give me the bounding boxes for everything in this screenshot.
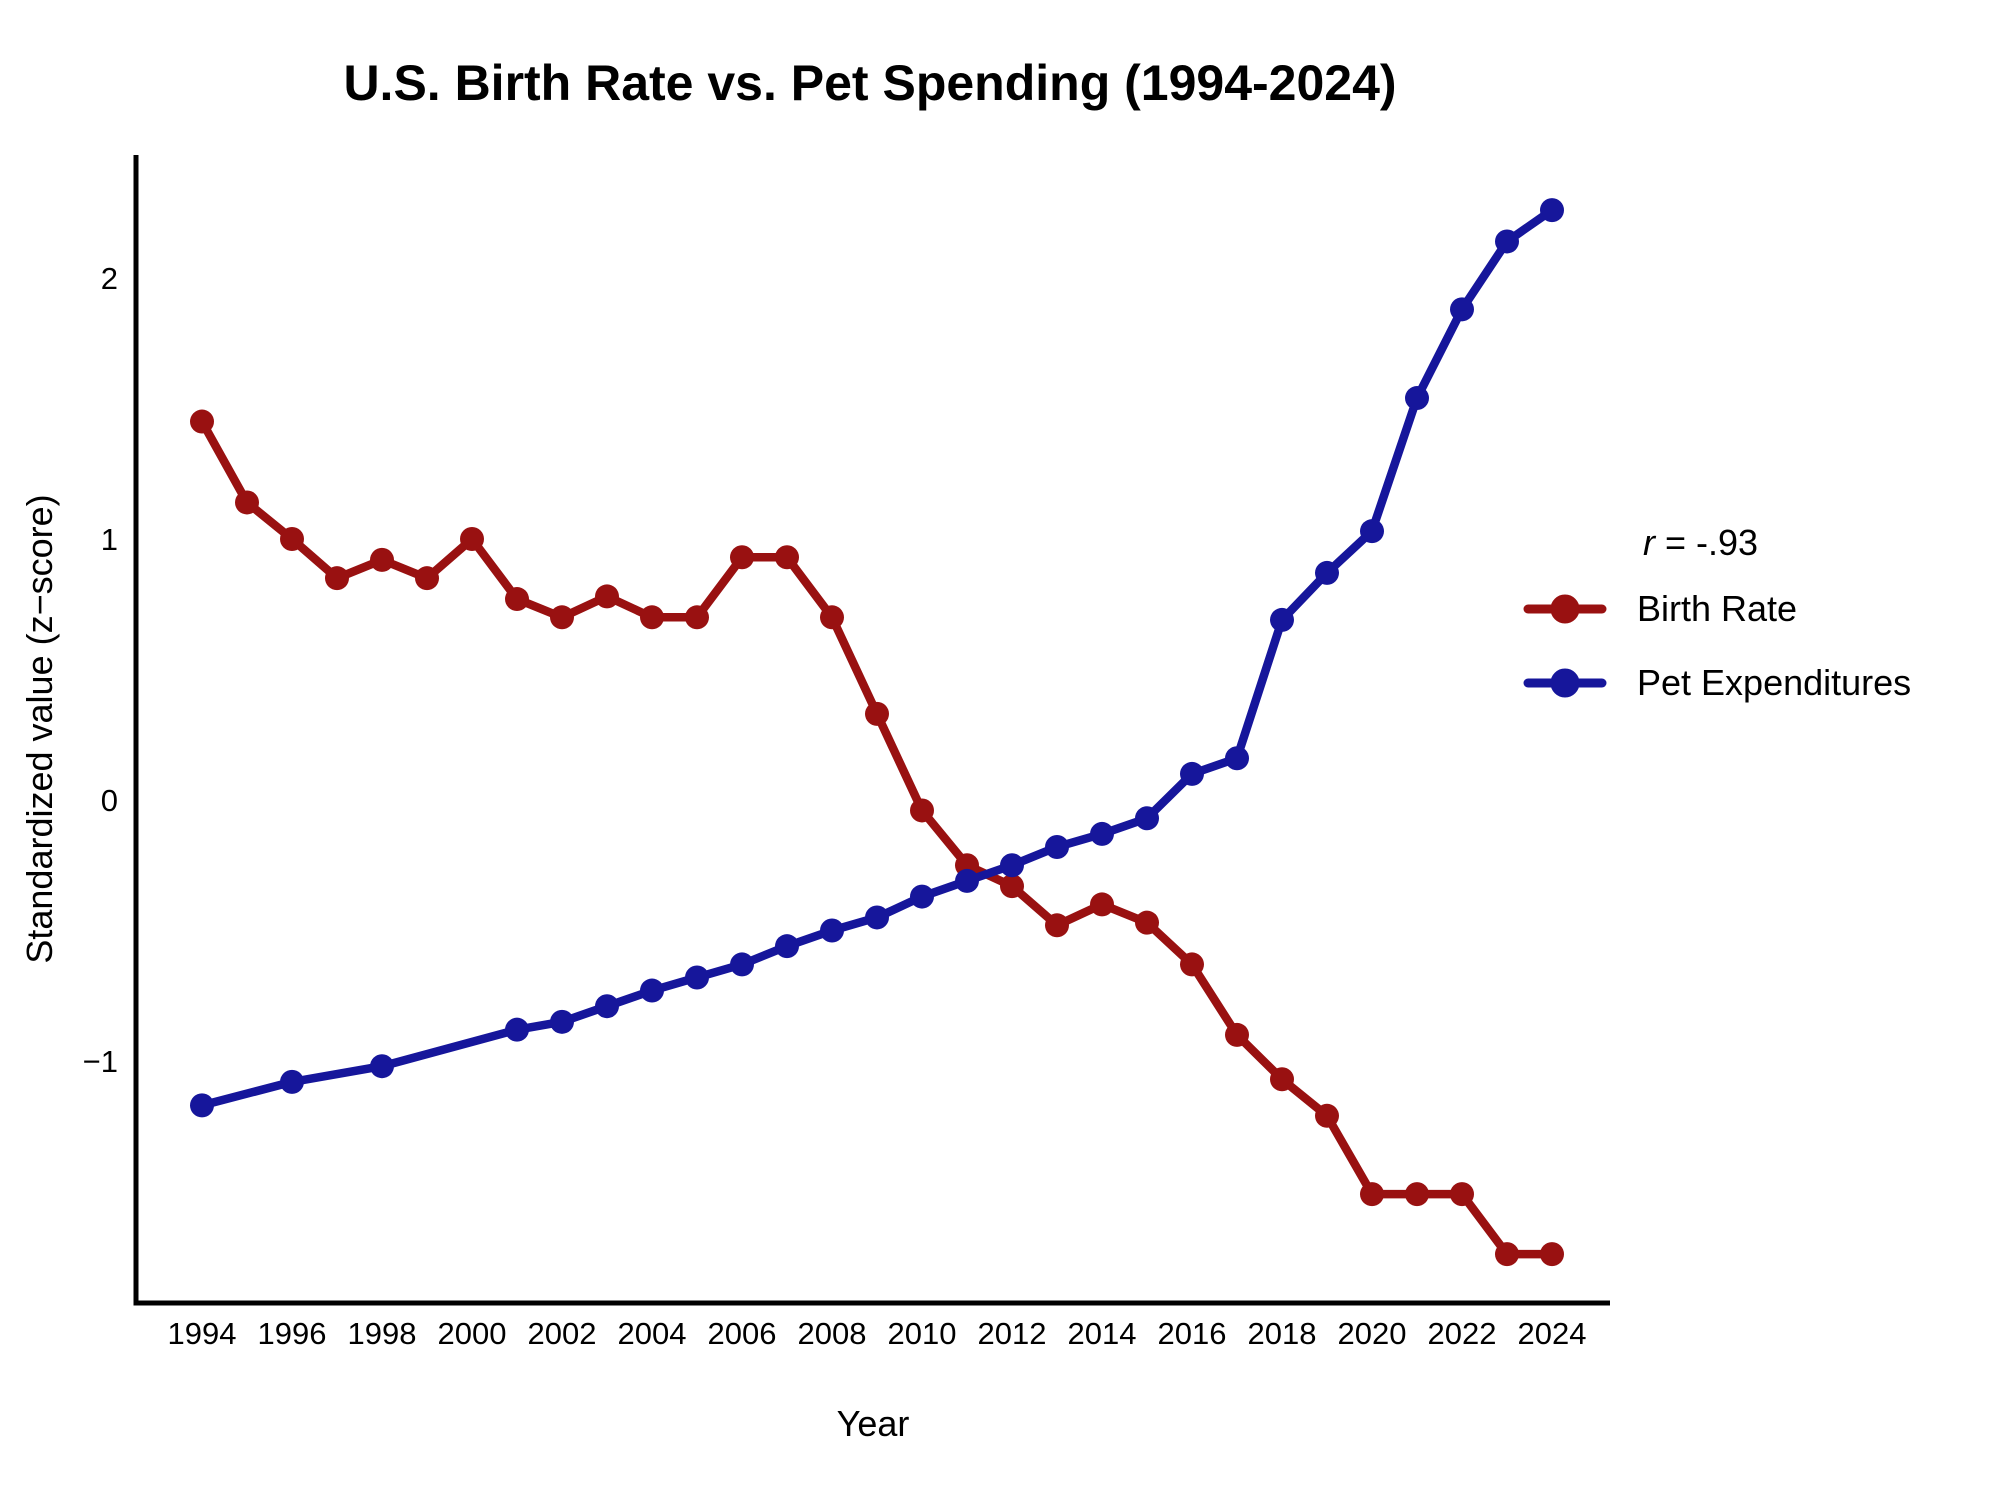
data-point (1135, 910, 1159, 935)
data-point (1225, 746, 1249, 771)
data-point (190, 409, 214, 434)
data-point (730, 952, 754, 977)
x-axis-tick-labels: 1994 1996 1998 2000 2002 2004 2006 2008 2010 2012… (168, 1316, 1587, 1351)
y-tick-label: 1 (101, 522, 118, 557)
data-point (775, 545, 799, 570)
x-tick-label: 2022 (1428, 1316, 1497, 1351)
data-point (280, 527, 304, 551)
x-tick-label: 1994 (168, 1316, 237, 1351)
data-point (1405, 1182, 1429, 1207)
data-point (370, 1054, 394, 1079)
data-point (325, 566, 349, 591)
x-tick-label: 2020 (1338, 1316, 1407, 1351)
data-point (865, 701, 889, 726)
data-point (685, 605, 709, 630)
correlation-value: = -.93 (1655, 522, 1758, 563)
data-point (1495, 1242, 1519, 1267)
data-point (865, 905, 889, 930)
series-layer (190, 198, 1564, 1267)
x-tick-label: 2018 (1248, 1316, 1317, 1351)
x-tick-label: 2012 (978, 1316, 1047, 1351)
data-point (1450, 297, 1474, 322)
x-tick-label: 2024 (1518, 1316, 1587, 1351)
data-point (415, 566, 439, 591)
data-point (1360, 519, 1384, 544)
data-point (910, 884, 934, 909)
data-point (1135, 806, 1159, 831)
data-point (1315, 560, 1339, 585)
data-point (235, 490, 259, 515)
pet-expenditures-legend-dot (1550, 668, 1580, 698)
x-axis-title: Year (837, 1403, 910, 1444)
y-axis-tick-labels: 2 1 0 −1 (83, 261, 118, 1079)
x-tick-label: 2000 (438, 1316, 507, 1351)
x-tick-label: 2014 (1068, 1316, 1137, 1351)
data-point (1000, 853, 1024, 878)
data-point (1405, 386, 1429, 411)
data-point (640, 605, 664, 630)
data-point (1450, 1182, 1474, 1207)
data-point (1495, 229, 1519, 254)
data-point (1270, 1067, 1294, 1092)
data-point (1045, 913, 1069, 938)
x-tick-label: 1998 (348, 1316, 417, 1351)
x-tick-label: 2002 (528, 1316, 597, 1351)
pet-expenditures-legend-label: Pet Expenditures (1637, 662, 1911, 703)
data-point (190, 1093, 214, 1118)
data-point (1180, 952, 1204, 977)
data-point (550, 605, 574, 630)
data-point (1540, 198, 1564, 223)
data-point (1000, 874, 1024, 899)
data-point (1045, 834, 1069, 859)
birth-rate-legend-label: Birth Rate (1637, 588, 1797, 629)
x-tick-label: 2006 (708, 1316, 777, 1351)
chart-title: U.S. Birth Rate vs. Pet Spending (1994-2… (343, 55, 1396, 111)
series-birth-rate (190, 409, 1564, 1267)
legend-item-pet-expenditures: Pet Expenditures (1523, 662, 1911, 703)
data-point (460, 527, 484, 551)
birth-rate-legend-dot (1550, 594, 1580, 624)
data-point (1360, 1182, 1384, 1207)
data-point (280, 1069, 304, 1094)
data-point (595, 584, 619, 609)
series-pet-expenditures (190, 198, 1564, 1118)
data-point (1090, 821, 1114, 846)
y-tick-label: 2 (101, 261, 118, 296)
x-tick-label: 2004 (618, 1316, 687, 1351)
data-point (820, 605, 844, 630)
data-point (1180, 761, 1204, 786)
data-point (505, 1017, 529, 1042)
correlation-annotation: r = -.93 (1643, 522, 1758, 563)
data-point (775, 934, 799, 959)
data-point (955, 868, 979, 893)
data-point (820, 918, 844, 943)
data-point (1315, 1103, 1339, 1128)
legend: r = -.93 Birth Rate Pet Expenditures (1523, 522, 1911, 703)
x-tick-label: 2008 (798, 1316, 867, 1351)
data-point (1540, 1242, 1564, 1267)
data-point (595, 994, 619, 1019)
y-axis-title: Standardized value (z−score) (19, 494, 60, 963)
series-line (197, 205, 1557, 1110)
data-point (730, 545, 754, 570)
y-tick-label: 0 (101, 783, 118, 818)
x-tick-label: 1996 (258, 1316, 327, 1351)
data-point (685, 965, 709, 990)
data-point (1270, 607, 1294, 632)
data-point (1090, 892, 1114, 917)
y-tick-label: −1 (83, 1044, 118, 1079)
x-tick-label: 2016 (1158, 1316, 1227, 1351)
correlation-r: r (1643, 522, 1657, 563)
data-point (505, 587, 529, 612)
data-point (640, 978, 664, 1003)
data-point (1225, 1022, 1249, 1047)
x-tick-label: 2010 (888, 1316, 957, 1351)
data-point (370, 547, 394, 572)
data-point (910, 798, 934, 823)
data-point (550, 1009, 574, 1034)
legend-item-birth-rate: Birth Rate (1523, 588, 1797, 629)
